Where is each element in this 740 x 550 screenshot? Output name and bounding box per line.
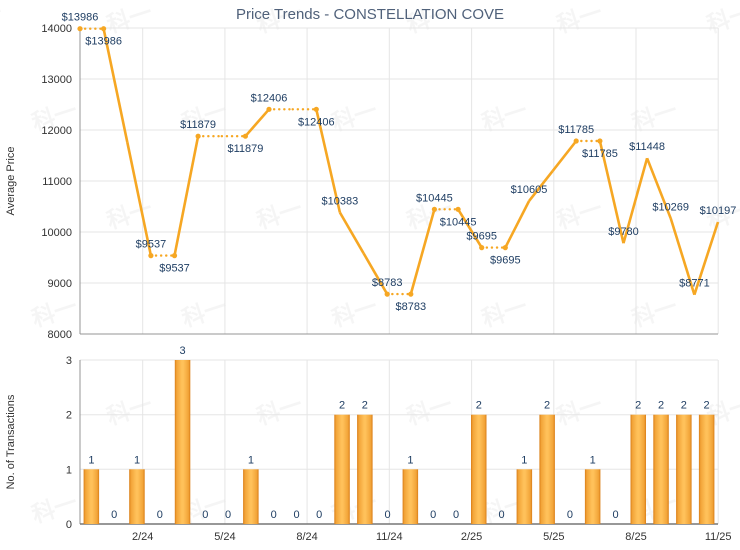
svg-text:$10269: $10269	[652, 201, 689, 213]
svg-text:1: 1	[88, 454, 94, 466]
svg-text:0: 0	[453, 509, 459, 521]
svg-text:0: 0	[430, 509, 436, 521]
svg-text:0: 0	[157, 509, 163, 521]
svg-text:$10445: $10445	[440, 216, 477, 228]
svg-text:11000: 11000	[42, 176, 72, 188]
svg-text:$11785: $11785	[582, 148, 618, 160]
svg-text:0: 0	[612, 509, 618, 521]
svg-text:10000: 10000	[41, 227, 72, 239]
svg-text:9000: 9000	[48, 278, 72, 290]
svg-text:8000: 8000	[48, 329, 72, 341]
svg-text:$13986: $13986	[85, 36, 122, 48]
svg-text:No. of Transactions: No. of Transactions	[5, 394, 17, 489]
svg-text:1: 1	[521, 454, 527, 466]
svg-text:1: 1	[66, 464, 72, 476]
svg-text:0: 0	[498, 509, 504, 521]
svg-text:$9780: $9780	[608, 226, 639, 238]
svg-text:$9537: $9537	[136, 239, 167, 251]
svg-text:2: 2	[658, 400, 664, 412]
svg-text:11/25: 11/25	[705, 531, 732, 543]
svg-text:0: 0	[66, 519, 72, 531]
svg-text:14000: 14000	[41, 23, 72, 35]
svg-text:2: 2	[362, 400, 368, 412]
svg-text:Average Price: Average Price	[5, 147, 17, 216]
svg-text:$10445: $10445	[416, 192, 453, 204]
svg-text:12000: 12000	[41, 125, 72, 137]
svg-text:5/25: 5/25	[543, 531, 564, 543]
svg-text:3: 3	[179, 345, 185, 357]
svg-text:11/24: 11/24	[376, 531, 403, 543]
svg-text:$10197: $10197	[700, 205, 737, 217]
svg-text:$9537: $9537	[159, 263, 190, 275]
svg-text:2: 2	[66, 410, 72, 422]
svg-text:0: 0	[225, 509, 231, 521]
svg-text:$11879: $11879	[180, 119, 216, 131]
svg-text:1: 1	[248, 454, 254, 466]
svg-text:$9695: $9695	[466, 231, 497, 243]
svg-text:$8783: $8783	[372, 277, 403, 289]
svg-text:$12406: $12406	[298, 116, 335, 128]
svg-text:$9695: $9695	[490, 255, 521, 267]
svg-text:$11785: $11785	[558, 124, 594, 136]
svg-text:$10383: $10383	[322, 196, 359, 208]
svg-text:2: 2	[704, 400, 710, 412]
svg-text:$8783: $8783	[396, 301, 427, 313]
svg-text:2: 2	[476, 400, 482, 412]
svg-text:13000: 13000	[41, 74, 72, 86]
svg-text:2: 2	[681, 400, 687, 412]
svg-text:0: 0	[111, 509, 117, 521]
svg-text:8/24: 8/24	[296, 531, 317, 543]
svg-text:Price Trends - CONSTELLATION C: Price Trends - CONSTELLATION COVE	[236, 6, 504, 23]
svg-text:2/25: 2/25	[461, 531, 482, 543]
svg-text:2/24: 2/24	[132, 531, 153, 543]
svg-text:0: 0	[271, 509, 277, 521]
svg-text:2: 2	[544, 400, 550, 412]
svg-text:8/25: 8/25	[625, 531, 646, 543]
svg-text:0: 0	[385, 509, 391, 521]
svg-text:0: 0	[567, 509, 573, 521]
svg-text:3: 3	[66, 355, 72, 367]
svg-text:$8771: $8771	[679, 278, 710, 290]
svg-text:1: 1	[134, 454, 140, 466]
svg-text:$11448: $11448	[629, 141, 665, 153]
svg-text:1: 1	[407, 454, 413, 466]
svg-text:2: 2	[635, 400, 641, 412]
svg-text:$10605: $10605	[511, 184, 548, 196]
svg-text:$13986: $13986	[62, 12, 99, 24]
svg-text:2: 2	[339, 400, 345, 412]
svg-text:0: 0	[202, 509, 208, 521]
svg-text:0: 0	[293, 509, 299, 521]
svg-text:5/24: 5/24	[214, 531, 235, 543]
svg-text:$12406: $12406	[251, 92, 288, 104]
svg-text:$11879: $11879	[227, 143, 263, 155]
svg-text:1: 1	[590, 454, 596, 466]
svg-text:0: 0	[316, 509, 322, 521]
